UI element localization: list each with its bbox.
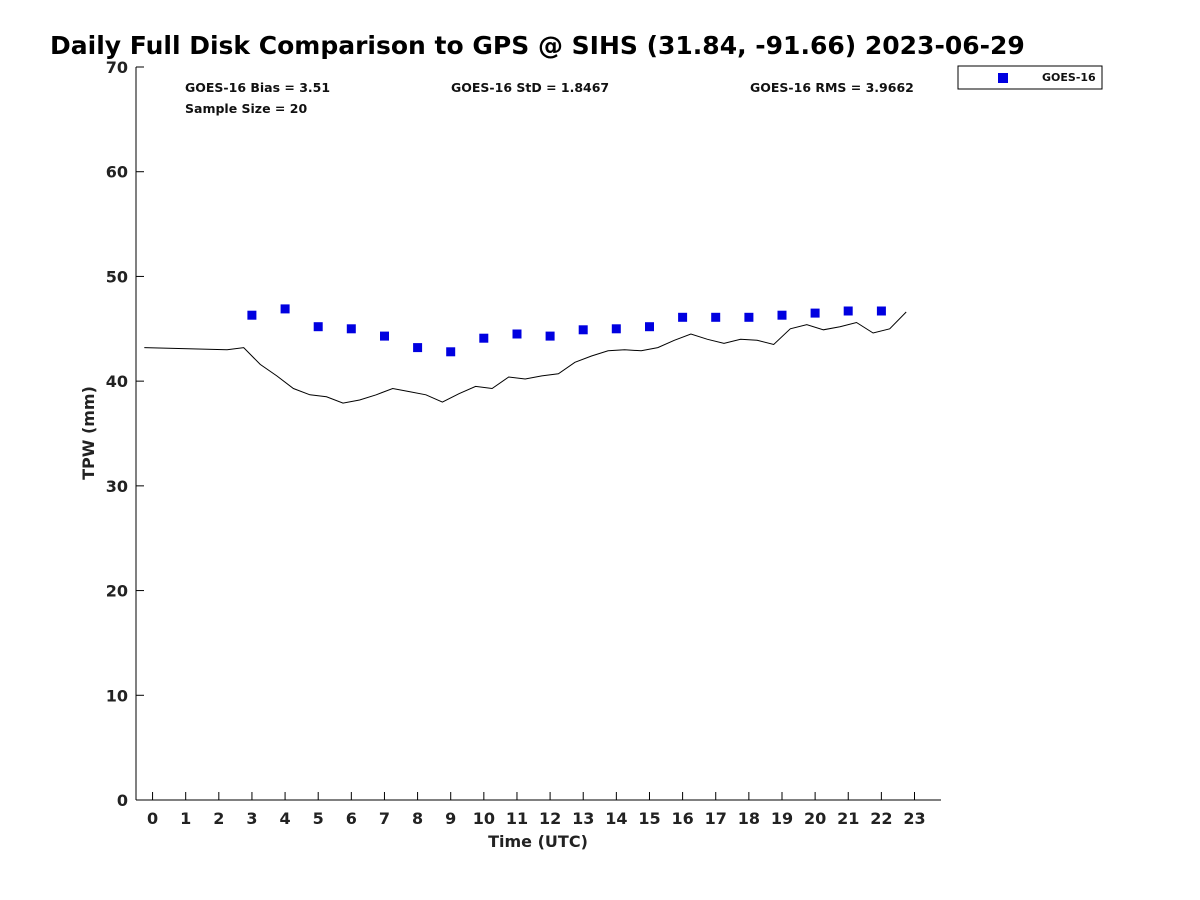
gps-line <box>144 311 907 404</box>
goes16-point <box>446 347 456 357</box>
y-tick-label: 60 <box>106 163 128 182</box>
stat-bias: GOES-16 Bias = 3.51 <box>185 80 330 95</box>
legend-marker-goes16 <box>998 73 1008 83</box>
x-tick-label: 14 <box>605 809 627 828</box>
goes16-point <box>777 310 787 320</box>
y-tick-label: 0 <box>117 791 128 810</box>
x-tick-label: 22 <box>870 809 892 828</box>
x-axis-label: Time (UTC) <box>488 832 588 851</box>
x-tick-label: 21 <box>837 809 859 828</box>
chart-title: Daily Full Disk Comparison to GPS @ SIHS… <box>50 31 1025 60</box>
y-axis-label: TPW (mm) <box>79 386 98 480</box>
x-tick-label: 19 <box>771 809 793 828</box>
x-tick-label: 17 <box>705 809 727 828</box>
x-tick-label: 5 <box>313 809 324 828</box>
x-tick-label: 15 <box>638 809 660 828</box>
x-tick-label: 16 <box>671 809 693 828</box>
x-tick-label: 13 <box>572 809 594 828</box>
goes16-point <box>479 333 489 343</box>
goes16-point <box>578 325 588 335</box>
stats-block: GOES-16 Bias = 3.51 Sample Size = 20 GOE… <box>185 80 914 116</box>
x-tick-label: 20 <box>804 809 826 828</box>
x-tick-label: 23 <box>903 809 925 828</box>
x-tick-label: 7 <box>379 809 390 828</box>
legend: GOES-16 <box>957 65 1103 90</box>
stat-std: GOES-16 StD = 1.8467 <box>451 80 609 95</box>
x-ticks: 0 1 2 3 4 5 6 7 8 9 10 11 12 13 14 15 16 17 18 19 20 21 22 23 <box>147 792 926 828</box>
x-tick-label: 10 <box>473 809 495 828</box>
x-tick-label: 11 <box>506 809 528 828</box>
x-tick-label: 9 <box>445 809 456 828</box>
x-tick-label: 3 <box>246 809 257 828</box>
goes16-scatter-series <box>247 304 886 357</box>
goes16-point <box>545 331 555 341</box>
x-tick-label: 8 <box>412 809 423 828</box>
y-tick-label: 10 <box>106 686 128 705</box>
goes16-point <box>413 343 423 353</box>
goes16-point <box>744 312 754 322</box>
goes16-point <box>247 310 257 320</box>
goes16-point <box>346 324 356 334</box>
stat-sample-size: Sample Size = 20 <box>185 101 307 116</box>
goes16-point <box>611 324 621 334</box>
y-tick-label: 40 <box>106 372 128 391</box>
goes16-point <box>313 322 323 332</box>
y-tick-label: 30 <box>106 477 128 496</box>
goes16-point <box>876 306 886 316</box>
x-tick-label: 1 <box>180 809 191 828</box>
x-tick-label: 6 <box>346 809 357 828</box>
goes16-point <box>678 312 688 322</box>
x-tick-label: 4 <box>280 809 291 828</box>
goes16-point <box>512 329 522 339</box>
legend-box <box>957 65 1103 90</box>
x-tick-label: 0 <box>147 809 158 828</box>
legend-label-goes16: GOES-16 <box>1042 71 1096 84</box>
y-tick-label: 70 <box>106 58 128 77</box>
gps-line-series <box>144 311 907 404</box>
goes16-point <box>843 306 853 316</box>
y-tick-label: 50 <box>106 267 128 286</box>
goes16-point <box>645 322 654 332</box>
x-tick-label: 12 <box>539 809 561 828</box>
goes16-point <box>380 331 389 341</box>
stat-rms: GOES-16 RMS = 3.9662 <box>750 80 914 95</box>
y-ticks: 0 10 20 30 40 50 60 70 <box>106 58 144 810</box>
x-tick-label: 18 <box>738 809 760 828</box>
x-tick-label: 2 <box>213 809 224 828</box>
goes16-point <box>810 308 820 318</box>
goes16-point <box>711 312 721 322</box>
y-tick-label: 20 <box>106 582 128 601</box>
goes16-point <box>280 304 290 314</box>
